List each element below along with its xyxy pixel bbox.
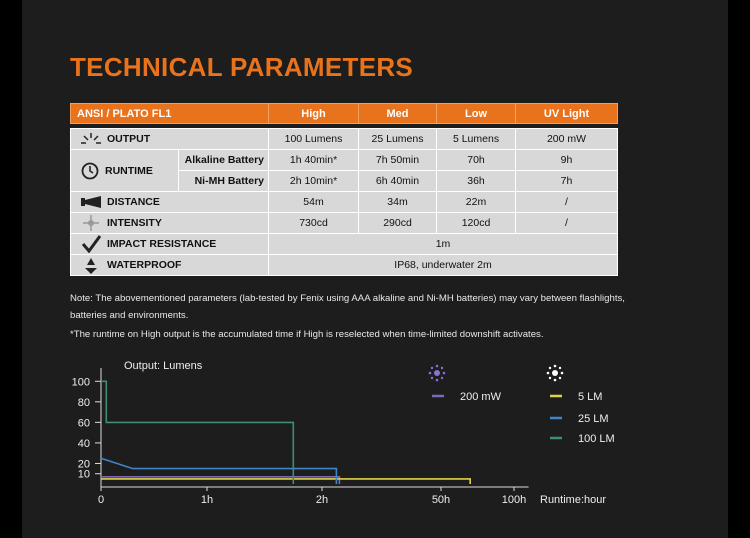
row-label: RUNTIME — [70, 149, 179, 192]
y-axis-label: Output: Lumens — [124, 360, 203, 372]
distance-icon — [81, 196, 101, 209]
impact-icon — [81, 235, 102, 254]
cell: 70h — [436, 149, 517, 171]
series-line — [101, 475, 341, 484]
waterproof-icon — [85, 258, 97, 274]
x-axis-label: Runtime:hour — [540, 494, 606, 506]
header-cell: Med — [358, 103, 438, 124]
cell: 1m — [268, 233, 619, 255]
cell: 34m — [358, 191, 438, 213]
legend-label: 5 LM — [578, 391, 602, 403]
cell: 5 Lumens — [436, 128, 517, 150]
runtime-icon — [81, 162, 99, 179]
cell: 2h 10min* — [268, 170, 360, 192]
sub-label: Alkaline Battery — [177, 149, 270, 171]
cell: 7h 50min — [358, 149, 438, 171]
title: TECHNICAL PARAMETERS — [70, 52, 414, 82]
header-cell: Low — [436, 103, 517, 124]
cell: 120cd — [436, 212, 517, 234]
intensity-icon — [83, 215, 99, 231]
uv-icon — [428, 364, 446, 382]
y-tick-label: 20 — [78, 458, 90, 470]
header-cell: UV Light — [515, 103, 619, 124]
label-text: OUTPUT — [107, 132, 151, 145]
output-icon — [81, 133, 101, 144]
y-tick-label: 10 — [78, 469, 90, 481]
label-text: DISTANCE — [107, 195, 160, 208]
legend-label: 25 LM — [578, 413, 609, 425]
y-tick-label: 60 — [78, 417, 90, 429]
spec-table: ANSI / PLATO FL1 High Med Low UV Light O… — [69, 103, 619, 276]
note: Note: The abovementioned parameters (lab… — [70, 293, 625, 321]
series-line — [100, 457, 338, 484]
cell: 25 Lumens — [358, 128, 438, 150]
label-text: IMPACT RESISTANCE — [107, 237, 217, 250]
cell: 200 mW — [515, 128, 619, 150]
row-label: WATERPROOF — [69, 254, 270, 276]
row-label: DISTANCE — [69, 191, 270, 213]
row-label: OUTPUT — [69, 128, 270, 150]
cell: 7h — [515, 170, 619, 192]
header-cell: ANSI / PLATO FL1 — [69, 103, 270, 124]
x-tick-label: 2h — [316, 494, 328, 506]
y-tick-label: 80 — [78, 397, 90, 409]
x-tick-label: 50h — [432, 494, 450, 506]
y-tick-label: 100 — [72, 376, 90, 388]
cell: 100 Lumens — [268, 128, 360, 150]
y-tick-label: 40 — [78, 438, 90, 450]
light-icon — [546, 364, 564, 382]
legend-label: 200 mW — [460, 391, 502, 403]
label-text: INTENSITY — [107, 216, 162, 229]
cell: / — [515, 212, 619, 234]
header-row: ANSI / PLATO FL1 High Med Low UV Light — [69, 103, 619, 124]
row-label: INTENSITY — [69, 212, 270, 234]
series-line — [101, 478, 472, 484]
note: *The runtime on High output is the accum… — [70, 329, 544, 340]
row-label: IMPACT RESISTANCE — [69, 233, 270, 255]
legend-label: 100 LM — [578, 433, 615, 445]
cell: 9h — [515, 149, 619, 171]
series-line — [101, 380, 295, 484]
sub-label: Ni-MH Battery — [177, 170, 270, 192]
x-tick-label: 100h — [502, 494, 526, 506]
label-text: WATERPROOF — [107, 258, 182, 271]
x-tick-label: 1h — [201, 494, 213, 506]
x-tick-label: 0 — [98, 494, 104, 506]
label-text: RUNTIME — [105, 164, 153, 177]
header-cell: High — [268, 103, 360, 124]
cell: IP68, underwater 2m — [268, 254, 619, 276]
